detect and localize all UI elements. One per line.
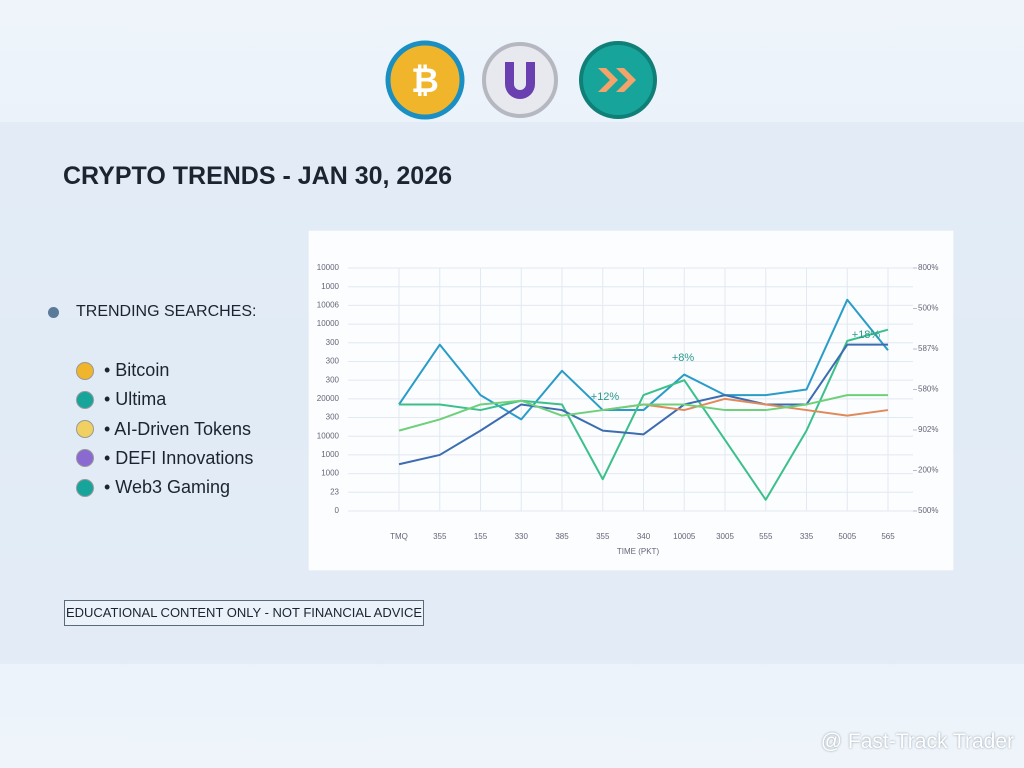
item-text: • DEFI Innovations xyxy=(104,447,254,468)
y2-tick-label: 902% xyxy=(918,425,938,434)
item-text: • Bitcoin xyxy=(104,360,170,380)
trending-item: • AI-Driven Tokens xyxy=(76,419,251,440)
item-icon xyxy=(76,361,94,380)
x-tick-label: 555 xyxy=(759,532,773,541)
x-tick-label: 335 xyxy=(800,532,814,541)
x-tick-label: 155 xyxy=(474,532,488,541)
x-tick-label: 565 xyxy=(881,532,895,541)
y2-tick-label: 587% xyxy=(918,344,938,353)
item-text: • Web3 Gaming xyxy=(104,477,231,498)
y-tick-label: 1000 xyxy=(321,282,339,291)
y-tick-label: 1000 xyxy=(321,469,339,478)
y-tick-label: 1000 xyxy=(321,450,339,459)
x-tick-label: 340 xyxy=(637,532,651,541)
y2-tick-label: 800% xyxy=(918,263,938,272)
heading-text: TRENDING SEARCHES: xyxy=(76,303,257,320)
item-icon xyxy=(76,390,94,409)
x-tick-label: 355 xyxy=(596,532,610,541)
trending-item: • Web3 Gaming xyxy=(76,477,230,498)
svg-text:₿: ₿ xyxy=(411,62,439,100)
annotation: +8% xyxy=(672,352,695,364)
chart-frame xyxy=(308,230,954,571)
trending-item: • Ultima xyxy=(76,389,166,410)
series-line xyxy=(399,328,889,501)
watermark: @ Fast-Track Trader xyxy=(820,730,1014,753)
item-icon xyxy=(76,478,94,497)
y-tick-label: 10000 xyxy=(317,431,340,440)
y2-tick-label: 580% xyxy=(918,385,938,394)
x-tick-label: 3005 xyxy=(716,532,734,541)
y-tick-label: 10006 xyxy=(317,300,340,309)
y-tick-label: 10000 xyxy=(317,319,340,328)
y-tick-label: 300 xyxy=(326,357,340,366)
y2-tick-label: 500% xyxy=(918,506,938,515)
trending-item: • Bitcoin xyxy=(76,360,169,381)
trending-item: • DEFI Innovations xyxy=(76,448,253,469)
y2-tick-label: 200% xyxy=(918,466,938,475)
x-tick-label: 5005 xyxy=(838,532,856,541)
y-tick-label: 0 xyxy=(335,506,340,515)
chart: 0 23 1000 1000 10000 300 20000 300 300 300 10000 10… xyxy=(308,230,954,571)
annotation: +18% xyxy=(852,329,881,341)
y-tick-label: 300 xyxy=(326,375,340,384)
series-line xyxy=(398,394,888,432)
item-text: • Ultima xyxy=(104,389,167,410)
y2-tick-label: 500% xyxy=(918,304,938,313)
series-line xyxy=(398,298,889,421)
y-tick-label: 300 xyxy=(326,413,340,422)
x-axis-label: TIME (PKT) xyxy=(617,547,660,556)
y-tick-label: 23 xyxy=(330,487,339,496)
y-tick-label: 20000 xyxy=(317,394,340,403)
x-tick-label: 10005 xyxy=(673,532,696,541)
disclaimer: EDUCATIONAL CONTENT ONLY - NOT FINANCIAL… xyxy=(64,600,424,626)
item-icon xyxy=(76,449,94,468)
page-title: CRYPTO TRENDS - JAN 30, 2026 xyxy=(63,162,453,190)
item-icon xyxy=(76,420,94,439)
trending-heading: TRENDING SEARCHES: xyxy=(48,303,256,321)
x-tick-label: 385 xyxy=(555,532,569,541)
annotation: +12% xyxy=(591,391,620,403)
y-tick-label: 300 xyxy=(326,338,340,347)
coin-icons: ₿ xyxy=(385,40,657,120)
x-tick-label: 330 xyxy=(515,532,529,541)
x-tick-label: 355 xyxy=(433,532,447,541)
item-text: • AI-Driven Tokens xyxy=(104,418,252,439)
y-tick-label: 10000 xyxy=(317,263,340,272)
x-tick-label: TMQ xyxy=(390,532,408,541)
